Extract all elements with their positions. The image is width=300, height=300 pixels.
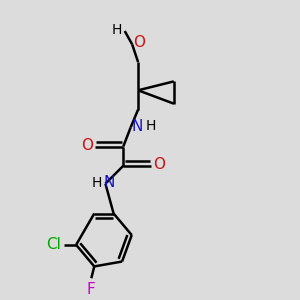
Text: O: O [133, 35, 145, 50]
Text: N: N [131, 119, 143, 134]
Text: F: F [87, 282, 96, 297]
Text: H: H [112, 22, 122, 37]
Text: O: O [82, 138, 94, 153]
Text: H: H [146, 119, 156, 134]
Text: H: H [92, 176, 102, 190]
Text: Cl: Cl [46, 237, 61, 252]
Text: O: O [153, 158, 165, 172]
Text: N: N [103, 175, 115, 190]
